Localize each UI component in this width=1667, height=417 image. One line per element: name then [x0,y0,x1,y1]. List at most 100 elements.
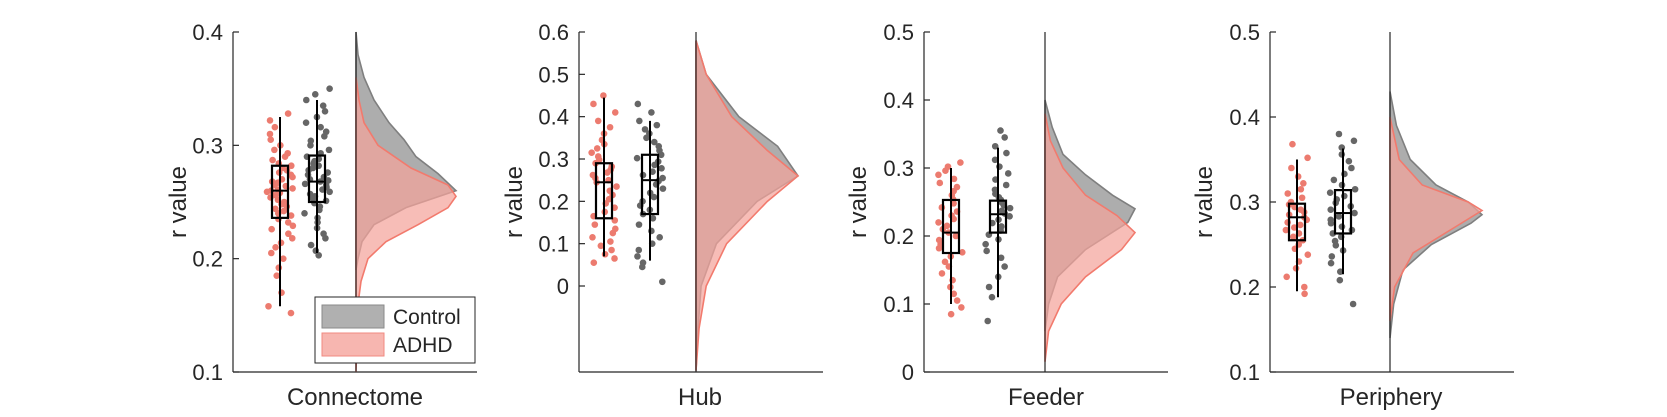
box [307,154,327,204]
point-control [319,102,327,109]
point-control [650,138,658,146]
point-adhd [277,239,285,247]
point-control [634,100,642,108]
marks-periphery [1282,32,1484,372]
point-control [991,142,999,150]
box [594,162,614,220]
y-tick-label: 0.4 [1229,105,1260,130]
point-adhd [601,250,609,258]
point-adhd [271,146,278,154]
point-adhd [958,249,966,256]
y-axis-connectome: 0.1 0.2 0.3 0.4 [192,20,239,385]
point-control [1330,176,1338,184]
point-control [302,119,310,126]
y-axis-label: r value [165,166,192,238]
point-control [1338,151,1346,158]
point-control [636,117,643,125]
point-adhd [594,117,602,125]
point-adhd [612,225,619,233]
marks-hub [588,32,800,372]
point-control [316,203,324,210]
point-adhd [1291,224,1298,231]
point-adhd [938,204,946,211]
point-adhd [611,255,618,262]
point-adhd [287,171,295,179]
point-adhd [613,183,620,190]
point-adhd [266,117,274,124]
point-control [301,180,309,188]
point-control [659,174,666,182]
legend-label-control: Control [393,306,461,329]
point-adhd [936,179,944,187]
point-control [321,108,329,115]
point-adhd [1304,154,1311,162]
point-control [1335,130,1343,138]
point-control [649,214,657,222]
x-axis-label: Feeder [1008,384,1084,411]
point-control [1348,164,1355,172]
point-control [639,259,647,267]
point-control [659,278,666,286]
y-tick-label: 0.4 [192,20,223,45]
point-control [984,317,992,325]
y-tick-label: 0 [902,360,914,385]
y-tick-label: 0.3 [192,133,223,158]
box [988,199,1008,234]
point-adhd [1289,140,1296,148]
point-control [991,186,999,194]
y-tick-label: 0 [557,274,569,299]
point-adhd [1301,283,1308,291]
y-tick-label: 0.5 [883,20,914,45]
point-control [1001,263,1008,270]
point-control [1003,149,1010,157]
point-adhd [287,162,295,170]
point-adhd [1296,221,1304,229]
point-adhd [1297,185,1305,193]
point-control [997,254,1005,262]
x-axis-label: Periphery [1340,384,1443,411]
point-adhd [607,238,614,245]
point-adhd [1300,180,1307,187]
y-tick-label: 0.1 [192,360,223,385]
point-adhd [1283,273,1290,281]
point-control [322,128,330,136]
x-axis-label: Hub [678,384,722,411]
point-control [1001,134,1008,141]
point-control [641,126,649,133]
point-control [1002,181,1010,189]
point-adhd [289,222,297,230]
panel-hub: 0 0.1 0.2 0.3 0.4 0.5 0.6 r value Hub [501,20,823,411]
point-control [658,165,665,172]
y-tick-label: 0.4 [538,105,569,130]
point-control [1326,189,1334,196]
point-control [998,223,1005,230]
legend-label-adhd: ADHD [393,334,453,357]
y-tick-label: 0.2 [883,224,914,249]
point-adhd [1301,290,1308,298]
point-control [985,283,993,291]
point-control [1345,157,1353,165]
box [1333,189,1353,235]
point-adhd [935,219,942,226]
y-tick-label: 0.2 [538,189,569,214]
point-adhd [947,310,955,318]
y-tick-label: 0.3 [538,147,569,172]
point-control [1338,144,1346,151]
cloud-adhd [1389,116,1484,322]
point-adhd [953,183,961,191]
point-adhd [611,109,619,116]
point-adhd [590,259,598,267]
point-adhd [268,225,275,233]
point-adhd [285,230,292,238]
point-control [1331,237,1339,245]
box [640,153,660,216]
point-adhd [589,234,596,241]
legend-swatch-adhd [322,333,384,356]
point-adhd [589,171,597,179]
point-adhd [267,136,275,143]
point-adhd [590,100,597,108]
point-adhd [279,255,287,262]
point-adhd [284,110,292,117]
point-control [1351,209,1358,217]
point-control [1327,259,1335,267]
